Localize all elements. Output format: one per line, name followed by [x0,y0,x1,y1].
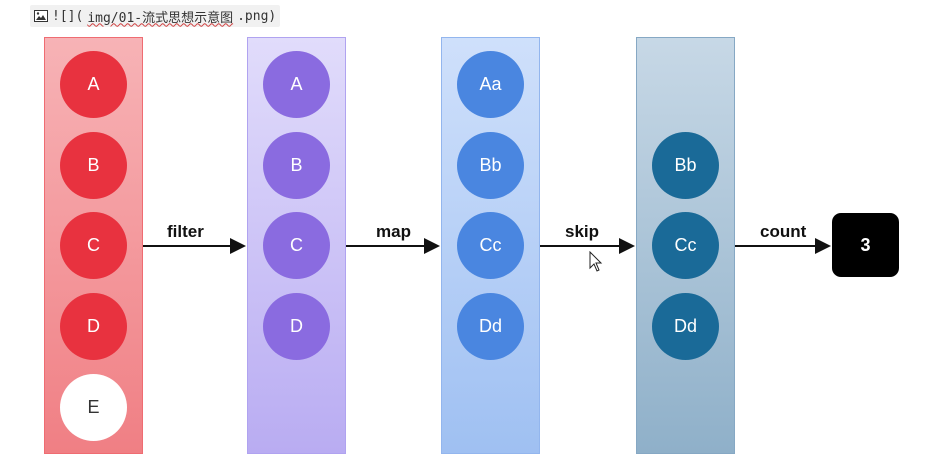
stream-item: D [60,293,127,360]
stream-item: A [263,51,330,118]
operation-label: map [376,222,411,241]
markdown-prefix: ![]( [52,8,84,24]
image-icon [34,10,48,22]
stream-item: B [263,132,330,199]
markdown-image-line: ![](img/01-流式思想示意图 .png) [30,5,281,27]
stream-item: Cc [457,212,524,279]
markdown-suffix: .png) [237,8,277,24]
stream-item: D [263,293,330,360]
stream-item: Bb [652,132,719,199]
operation-label: count [760,222,807,241]
stream-column-mapped: Aa Bb Cc Dd [441,37,540,454]
stream-item: B [60,132,127,199]
stream-column-skipped: Bb Cc Dd [636,37,735,454]
stream-item: A [60,51,127,118]
stream-item: Dd [652,293,719,360]
stream-item: Cc [652,212,719,279]
result-box: 3 [832,213,899,277]
stream-item: C [263,212,330,279]
operation-label: filter [167,222,204,241]
stream-item: C [60,212,127,279]
mouse-pointer-icon [589,251,603,272]
markdown-path: img/01-流式思想示意图 [87,10,234,26]
stream-item: Aa [457,51,524,118]
stream-column-source: A B C D E [44,37,143,454]
operation-label: skip [565,222,600,241]
stream-column-filtered: A B C D [247,37,346,454]
stream-item: Bb [457,132,524,199]
stream-item: E [60,374,127,441]
stream-item: Dd [457,293,524,360]
